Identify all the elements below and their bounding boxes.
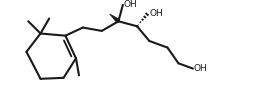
Text: OH: OH xyxy=(194,64,208,73)
Polygon shape xyxy=(110,14,120,23)
Text: OH: OH xyxy=(149,8,163,17)
Text: OH: OH xyxy=(124,0,138,9)
